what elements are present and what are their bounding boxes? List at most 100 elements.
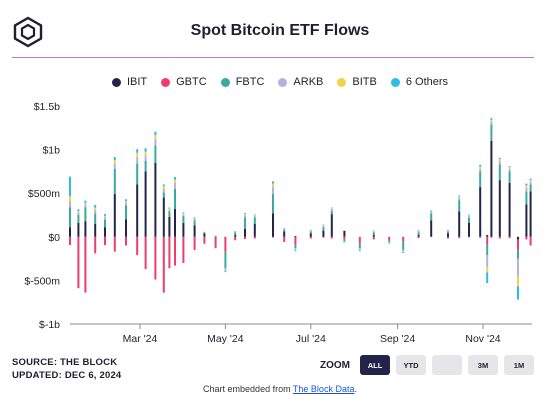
bar-segment-bitb[interactable] bbox=[322, 225, 325, 226]
bar-segment-arkb[interactable] bbox=[525, 187, 528, 192]
bar-segment-6-others[interactable] bbox=[224, 271, 227, 273]
bar-segment-gbtc[interactable] bbox=[214, 236, 217, 249]
bar-segment-ibit[interactable] bbox=[343, 230, 346, 237]
bar-segment-arkb[interactable] bbox=[388, 242, 391, 243]
bar-segment-bitb[interactable] bbox=[136, 152, 139, 158]
bar-segment-gbtc[interactable] bbox=[94, 236, 97, 254]
bar-segment-gbtc[interactable] bbox=[468, 236, 470, 238]
bar-segment-6-others[interactable] bbox=[498, 157, 501, 160]
bar-segment-6-others[interactable] bbox=[125, 199, 127, 202]
bar-segment-6-others[interactable] bbox=[358, 250, 361, 252]
bar-segment-bitb[interactable] bbox=[104, 215, 106, 218]
bar-segment-6-others[interactable] bbox=[388, 243, 391, 244]
bar-segment-fbtc[interactable] bbox=[479, 171, 482, 188]
bar-segment-fbtc[interactable] bbox=[104, 219, 106, 228]
bar-segment-ibit[interactable] bbox=[372, 235, 375, 237]
bar-segment-ibit[interactable] bbox=[168, 216, 171, 237]
bar-segment-arkb[interactable] bbox=[104, 217, 106, 220]
bar-segment-6-others[interactable] bbox=[517, 286, 519, 300]
bar-segment-arkb[interactable] bbox=[508, 168, 511, 172]
bar-segment-bitb[interactable] bbox=[458, 196, 461, 198]
bar-segment-fbtc[interactable] bbox=[84, 207, 87, 222]
bar-segment-ibit[interactable] bbox=[174, 208, 176, 237]
bar-segment-6-others[interactable] bbox=[525, 183, 528, 186]
bar-segment-gbtc[interactable] bbox=[479, 236, 482, 238]
bar-segment-arkb[interactable] bbox=[182, 214, 185, 216]
bar-segment-gbtc[interactable] bbox=[330, 236, 333, 239]
bar-segment-arkb[interactable] bbox=[162, 188, 165, 193]
bar-segment-6-others[interactable] bbox=[322, 224, 325, 226]
bar-segment-6-others[interactable] bbox=[136, 149, 139, 153]
bar-segment-arkb[interactable] bbox=[498, 160, 501, 165]
bar-segment-bitb[interactable] bbox=[417, 230, 420, 231]
bar-segment-arkb[interactable] bbox=[458, 197, 461, 201]
bar-segment-arkb[interactable] bbox=[234, 232, 237, 233]
bar-segment-bitb[interactable] bbox=[430, 210, 433, 212]
bar-segment-6-others[interactable] bbox=[468, 214, 470, 216]
bar-segment-ibit[interactable] bbox=[94, 223, 97, 237]
bar-segment-gbtc[interactable] bbox=[168, 236, 171, 269]
bar-segment-gbtc[interactable] bbox=[113, 236, 116, 252]
bar-segment-fbtc[interactable] bbox=[490, 124, 493, 141]
bar-segment-fbtc[interactable] bbox=[154, 145, 157, 163]
bar-segment-gbtc[interactable] bbox=[372, 236, 375, 240]
bar-segment-bitb[interactable] bbox=[508, 167, 511, 169]
bar-segment-bitb[interactable] bbox=[402, 251, 405, 253]
zoom-1m-button[interactable]: 1M bbox=[504, 355, 534, 375]
bar-segment-6-others[interactable] bbox=[417, 229, 420, 231]
bar-segment-bitb[interactable] bbox=[253, 215, 256, 216]
bar-segment-bitb[interactable] bbox=[203, 231, 206, 233]
bar-segment-fbtc[interactable] bbox=[358, 242, 361, 249]
bar-segment-fbtc[interactable] bbox=[182, 215, 185, 223]
bar-segment-gbtc[interactable] bbox=[253, 236, 256, 239]
bar-segment-ibit[interactable] bbox=[525, 204, 528, 237]
bar-segment-bitb[interactable] bbox=[224, 270, 227, 272]
bar-segment-fbtc[interactable] bbox=[253, 217, 256, 224]
bar-segment-ibit[interactable] bbox=[154, 162, 157, 237]
bar-segment-fbtc[interactable] bbox=[402, 241, 405, 250]
bar-segment-fbtc[interactable] bbox=[294, 244, 297, 249]
bar-segment-6-others[interactable] bbox=[162, 184, 165, 187]
bar-segment-gbtc[interactable] bbox=[234, 236, 237, 241]
bar-segment-arkb[interactable] bbox=[330, 208, 333, 211]
bar-segment-arkb[interactable] bbox=[430, 211, 433, 214]
bar-segment-ibit[interactable] bbox=[84, 221, 87, 237]
bar-segment-gbtc[interactable] bbox=[508, 236, 511, 239]
bar-segment-fbtc[interactable] bbox=[309, 231, 312, 234]
legend-item-6-others[interactable]: 6 Others bbox=[390, 76, 448, 88]
bar-segment-gbtc[interactable] bbox=[498, 236, 501, 239]
bar-segment-fbtc[interactable] bbox=[224, 251, 227, 269]
bar-segment-bitb[interactable] bbox=[94, 207, 97, 210]
bar-segment-ibit[interactable] bbox=[479, 187, 482, 237]
bar-segment-6-others[interactable] bbox=[372, 230, 375, 232]
bar-segment-ibit[interactable] bbox=[486, 235, 489, 237]
bar-segment-arkb[interactable] bbox=[343, 241, 346, 242]
bar-segment-fbtc[interactable] bbox=[508, 171, 511, 183]
bar-segment-ibit[interactable] bbox=[136, 184, 139, 237]
bar-segment-bitb[interactable] bbox=[468, 215, 470, 216]
bar-segment-gbtc[interactable] bbox=[322, 236, 325, 238]
bar-segment-bitb[interactable] bbox=[69, 196, 71, 202]
bar-segment-fbtc[interactable] bbox=[214, 235, 217, 237]
bar-segment-fbtc[interactable] bbox=[272, 194, 274, 214]
bar-segment-bitb[interactable] bbox=[125, 201, 127, 203]
bar-segment-bitb[interactable] bbox=[330, 208, 333, 209]
bar-segment-gbtc[interactable] bbox=[486, 236, 489, 245]
bar-segment-gbtc[interactable] bbox=[417, 236, 420, 239]
bar-segment-gbtc[interactable] bbox=[517, 239, 519, 250]
legend-item-ibit[interactable]: IBIT bbox=[111, 76, 147, 88]
bar-segment-6-others[interactable] bbox=[402, 252, 405, 253]
bar-segment-gbtc[interactable] bbox=[174, 236, 176, 266]
bar-segment-6-others[interactable] bbox=[84, 200, 87, 203]
bar-segment-arkb[interactable] bbox=[479, 168, 482, 172]
bar-segment-gbtc[interactable] bbox=[529, 236, 532, 246]
bar-segment-gbtc[interactable] bbox=[283, 236, 286, 243]
bar-segment-ibit[interactable] bbox=[330, 214, 333, 237]
bar-segment-gbtc[interactable] bbox=[294, 236, 297, 245]
zoom-3m-button[interactable]: 3M bbox=[468, 355, 498, 375]
bar-segment-ibit[interactable] bbox=[244, 228, 246, 237]
bar-segment-6-others[interactable] bbox=[294, 250, 297, 252]
bar-segment-arkb[interactable] bbox=[203, 232, 206, 233]
bar-segment-fbtc[interactable] bbox=[458, 200, 461, 212]
bar-segment-bitb[interactable] bbox=[77, 211, 80, 213]
